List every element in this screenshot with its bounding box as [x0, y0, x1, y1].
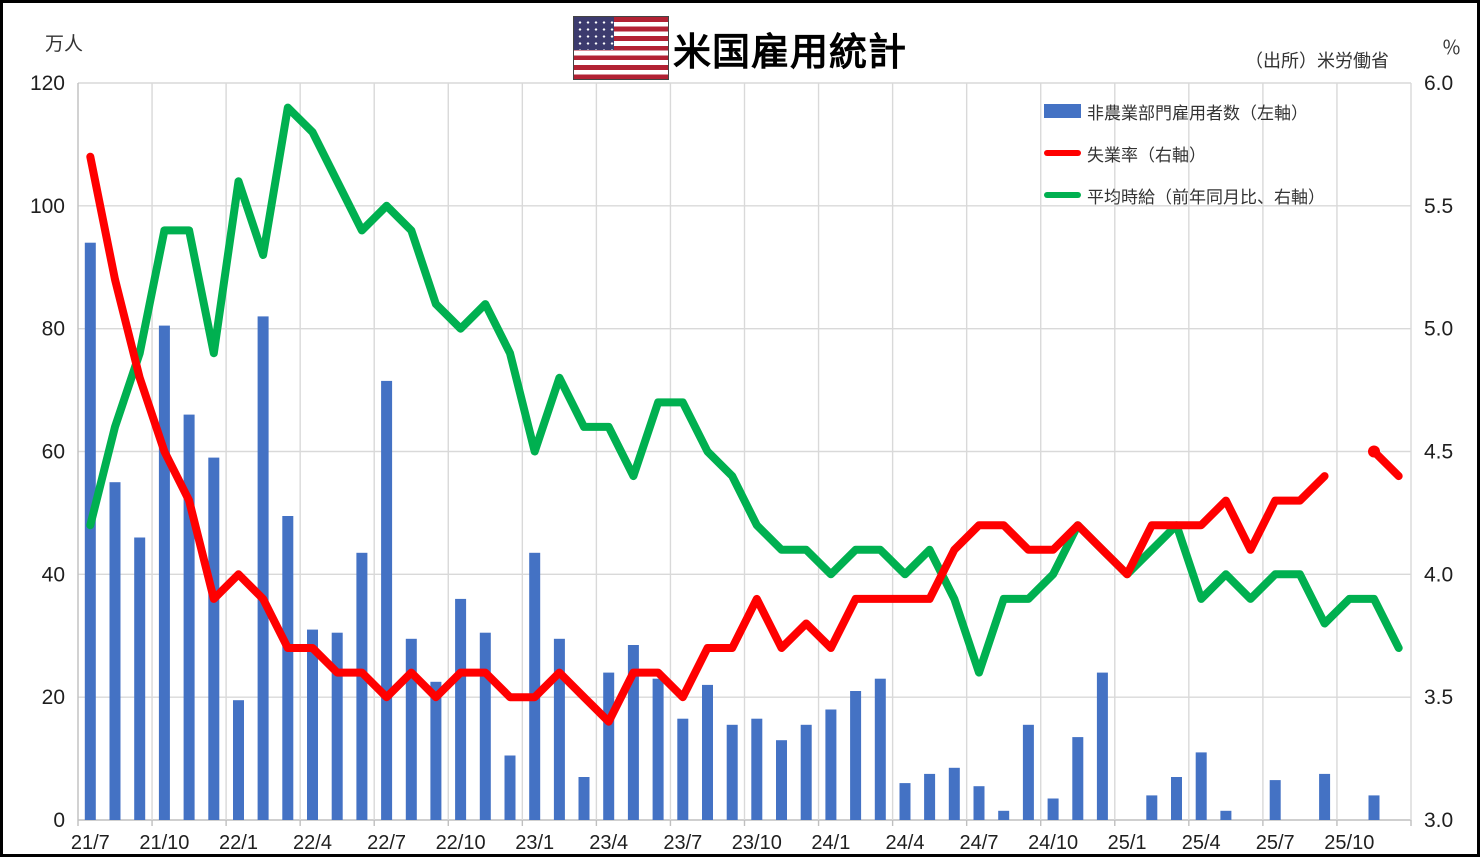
- average-wage-line: [86, 103, 1403, 677]
- svg-text:80: 80: [42, 318, 65, 341]
- chart-title-block: 米国雇用統計: [3, 13, 1477, 83]
- left-axis-unit-label: 万人: [45, 34, 84, 55]
- x-axis-labels: 21/7 21/10 22/1 22/4 22/7 22/10 23/1 23/4 23/7 23…: [71, 832, 1375, 854]
- unemployment-point-marker: [1368, 445, 1380, 458]
- svg-text:20: 20: [42, 686, 65, 709]
- legend-item-unemployment-rate: 失業率（右軸）: [1044, 141, 1325, 165]
- source-note: （出所）米労働省: [1245, 51, 1389, 71]
- svg-text:24/1: 24/1: [811, 832, 850, 854]
- svg-text:23/10: 23/10: [732, 832, 782, 854]
- svg-text:60: 60: [42, 441, 65, 464]
- right-axis-labels: 3.0 3.5 4.0 4.5 5.0 5.5 6.0: [1424, 72, 1453, 832]
- legend-item-average-hourly-wage: 平均時給（前年同月比、右軸）: [1044, 183, 1325, 207]
- us-flag-canton: [573, 17, 614, 50]
- svg-text:23/7: 23/7: [663, 832, 702, 854]
- svg-text:22/1: 22/1: [219, 832, 258, 854]
- wage-line-swatch-icon: [1044, 192, 1081, 198]
- svg-text:4.5: 4.5: [1424, 441, 1453, 464]
- svg-text:25/10: 25/10: [1324, 832, 1374, 854]
- right-axis-unit-label: ％: [1441, 38, 1461, 59]
- us-flag-icon: [572, 16, 669, 80]
- svg-text:21/7: 21/7: [71, 832, 110, 854]
- chart-plot-area: 21/7 21/10 22/1 22/4 22/7 22/10 23/1 23/4 23/7 23…: [3, 3, 1477, 854]
- svg-text:4.0: 4.0: [1424, 563, 1453, 586]
- legend-item-nonfarm-payrolls: 非農業部門雇用者数（左軸）: [1044, 99, 1325, 123]
- svg-text:23/4: 23/4: [589, 832, 628, 854]
- svg-text:3.0: 3.0: [1424, 809, 1453, 832]
- employment-chart-svg: 21/7 21/10 22/1 22/4 22/7 22/10 23/1 23/4 23/7 23…: [30, 72, 1453, 854]
- svg-text:100: 100: [30, 195, 65, 218]
- unemployment-line-swatch-icon: [1044, 150, 1081, 156]
- legend-label-unemployment: 失業率（右軸）: [1087, 145, 1206, 165]
- bar-series-swatch-icon: [1044, 104, 1081, 118]
- svg-text:22/7: 22/7: [367, 832, 406, 854]
- svg-text:22/10: 22/10: [436, 832, 486, 854]
- svg-text:24/7: 24/7: [960, 832, 999, 854]
- legend-label-wage: 平均時給（前年同月比、右軸）: [1087, 187, 1325, 207]
- svg-text:6.0: 6.0: [1424, 72, 1453, 95]
- svg-text:24/10: 24/10: [1028, 832, 1078, 854]
- svg-text:40: 40: [42, 563, 65, 586]
- svg-text:0: 0: [53, 809, 65, 832]
- left-axis-labels: 0 20 40 60 80 100 120: [30, 72, 65, 832]
- legend: 非農業部門雇用者数（左軸） 失業率（右軸） 平均時給（前年同月比、右軸）: [1044, 99, 1325, 207]
- svg-text:3.5: 3.5: [1424, 686, 1453, 709]
- svg-text:25/7: 25/7: [1256, 832, 1295, 854]
- page-title: 米国雇用統計: [672, 31, 907, 74]
- svg-text:22/4: 22/4: [293, 832, 332, 854]
- svg-text:21/10: 21/10: [139, 832, 189, 854]
- svg-text:5.0: 5.0: [1424, 318, 1453, 341]
- svg-text:24/4: 24/4: [886, 832, 925, 854]
- svg-text:25/4: 25/4: [1182, 832, 1221, 854]
- svg-text:120: 120: [30, 72, 65, 95]
- svg-text:5.5: 5.5: [1424, 195, 1453, 218]
- nonfarm-payroll-bars: [84, 242, 1380, 820]
- legend-label-nonfarm: 非農業部門雇用者数（左軸）: [1087, 103, 1308, 123]
- svg-text:23/1: 23/1: [515, 832, 554, 854]
- vertical-gridlines: [77, 83, 1412, 826]
- svg-text:25/1: 25/1: [1108, 832, 1147, 854]
